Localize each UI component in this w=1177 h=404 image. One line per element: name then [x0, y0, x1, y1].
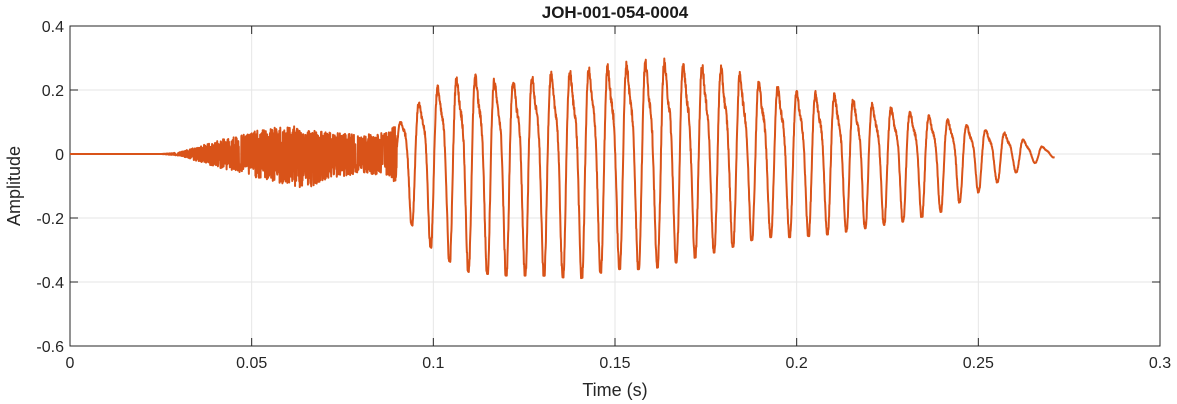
y-tick-label: -0.6 [36, 339, 64, 356]
x-tick-label: 0.3 [1149, 355, 1171, 372]
x-tick-label: 0.05 [236, 355, 267, 372]
y-tick-label: 0 [55, 147, 64, 164]
x-tick-label: 0.15 [599, 355, 630, 372]
y-axis-label: Amplitude [4, 146, 24, 226]
y-tick-label: 0.4 [42, 19, 64, 36]
amplitude-series-line [69, 57, 1056, 280]
grid-lines [69, 25, 1161, 347]
x-tick-label: 0 [66, 355, 75, 372]
chart-title: JOH-001-054-0004 [542, 3, 689, 22]
x-axis-label: Time (s) [582, 380, 647, 400]
y-tick-label: -0.2 [36, 211, 64, 228]
x-tick-label: 0.25 [963, 355, 994, 372]
y-tick-label: 0.2 [42, 83, 64, 100]
x-tick-label: 0.2 [786, 355, 808, 372]
axis-ticks: 0 0.05 0.1 0.15 0.2 0.25 0.3 -0.6 -0.4 -0.2 0 0.2 0.… [36, 19, 1171, 372]
y-tick-label: -0.4 [36, 275, 64, 292]
x-tick-label: 0.1 [422, 355, 444, 372]
